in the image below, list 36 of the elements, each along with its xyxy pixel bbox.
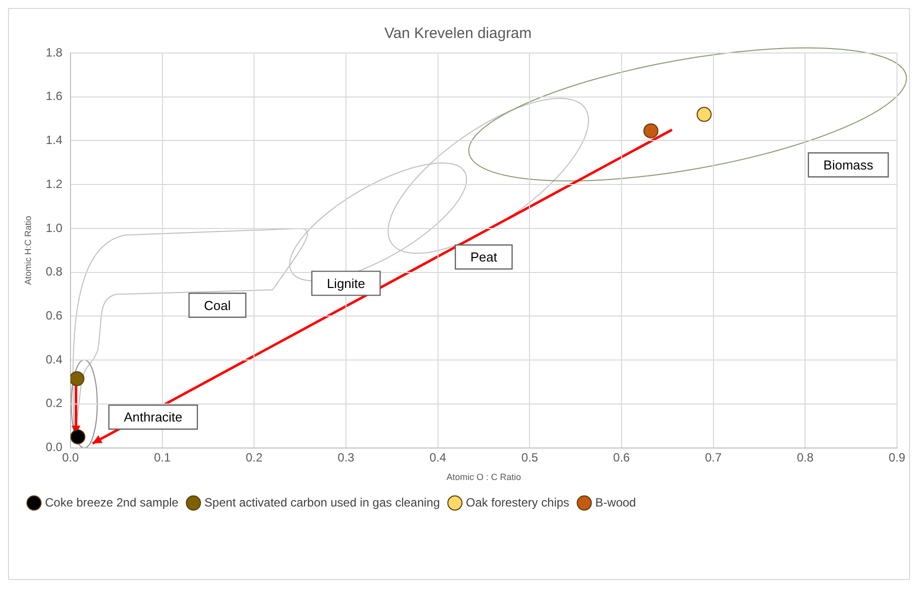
x-tick-label: 0.1	[154, 450, 171, 464]
y-axis-title: Atomic H:C Ratio	[22, 216, 33, 285]
y-tick-label: 1.0	[46, 220, 63, 235]
point	[696, 106, 712, 122]
annotation: Anthracite	[124, 410, 182, 425]
y-tick-label: 1.2	[46, 176, 63, 191]
x-tick-label: 0.5	[521, 450, 538, 464]
legend-label: Coke breeze 2nd sample	[45, 495, 179, 510]
x-tick-label: 0.6	[613, 450, 630, 464]
y-tick-label: 0.6	[46, 308, 63, 323]
x-tick-label: 0.8	[796, 450, 814, 464]
legend-label: B-wood	[595, 495, 636, 510]
y-tick-label: 1.4	[46, 133, 63, 148]
y-tick-label: 1.6	[46, 89, 63, 104]
x-axis-title: Atomic O : C Ratio	[446, 472, 522, 482]
x-tick-label: 0.9	[888, 450, 906, 464]
point	[70, 429, 86, 444]
annotation: Coal	[204, 298, 231, 313]
x-tick-label: 0.4	[429, 450, 446, 464]
y-tick-label: 0.4	[46, 352, 63, 366]
y-tick-label: 0.8	[46, 264, 63, 279]
x-tick-label: 0.2	[246, 450, 263, 464]
legend-label: Spent activated carbon used in gas cleaning	[204, 495, 440, 510]
y-tick-label: 1.8	[46, 45, 63, 60]
x-tick-label: 0.3	[338, 450, 355, 464]
x-tick-label: 0.7	[704, 450, 722, 464]
point	[643, 123, 658, 138]
annotation: Lignite	[326, 276, 366, 291]
y-tick-label: 0.0	[46, 440, 63, 454]
x-tick-label: 0.0	[62, 450, 80, 464]
annotation: Biomass	[823, 157, 874, 172]
y-tick-label: 0.2	[46, 396, 63, 410]
chart-title: Van Krevelen diagram	[384, 25, 532, 42]
annotation: Peat	[470, 250, 498, 265]
legend-label: Oak forestery chips	[466, 495, 570, 510]
point	[70, 371, 84, 386]
